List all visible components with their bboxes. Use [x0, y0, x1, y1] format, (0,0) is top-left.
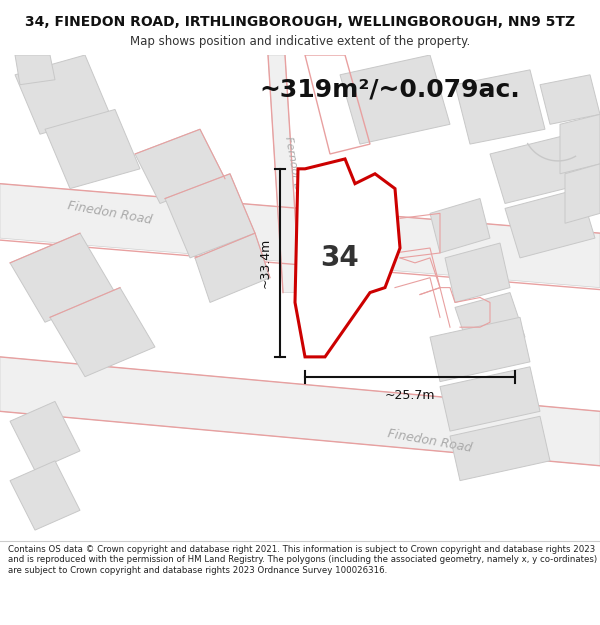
Polygon shape — [455, 292, 525, 352]
Polygon shape — [0, 357, 600, 466]
Polygon shape — [15, 55, 55, 85]
Text: Fernoor Drive: Fernoor Drive — [283, 135, 307, 212]
Text: ~33.4m: ~33.4m — [259, 238, 272, 288]
Text: Finedon Road: Finedon Road — [387, 428, 473, 455]
Polygon shape — [10, 233, 115, 322]
Polygon shape — [450, 416, 550, 481]
Polygon shape — [560, 114, 600, 174]
Polygon shape — [430, 318, 530, 382]
Polygon shape — [10, 461, 80, 530]
Polygon shape — [50, 288, 155, 377]
Text: 34, FINEDON ROAD, IRTHLINGBOROUGH, WELLINGBOROUGH, NN9 5TZ: 34, FINEDON ROAD, IRTHLINGBOROUGH, WELLI… — [25, 15, 575, 29]
Polygon shape — [15, 55, 110, 134]
Polygon shape — [295, 159, 400, 357]
Text: ~25.7m: ~25.7m — [385, 389, 435, 401]
Polygon shape — [195, 233, 270, 302]
Polygon shape — [10, 401, 80, 471]
Polygon shape — [540, 75, 600, 124]
Polygon shape — [490, 134, 585, 204]
Polygon shape — [0, 184, 600, 288]
Text: ~319m²/~0.079ac.: ~319m²/~0.079ac. — [260, 78, 520, 102]
Polygon shape — [135, 129, 225, 204]
Text: Finedon Road: Finedon Road — [67, 199, 153, 228]
Text: Contains OS data © Crown copyright and database right 2021. This information is : Contains OS data © Crown copyright and d… — [8, 545, 597, 575]
Polygon shape — [430, 199, 490, 253]
Polygon shape — [165, 174, 255, 258]
Polygon shape — [445, 243, 510, 302]
Polygon shape — [45, 109, 140, 189]
Text: Map shows position and indicative extent of the property.: Map shows position and indicative extent… — [130, 35, 470, 48]
Polygon shape — [455, 70, 545, 144]
Text: 34: 34 — [320, 244, 359, 272]
Polygon shape — [505, 189, 595, 258]
Polygon shape — [440, 367, 540, 431]
Polygon shape — [340, 55, 450, 144]
Polygon shape — [565, 164, 600, 223]
Polygon shape — [268, 55, 300, 292]
